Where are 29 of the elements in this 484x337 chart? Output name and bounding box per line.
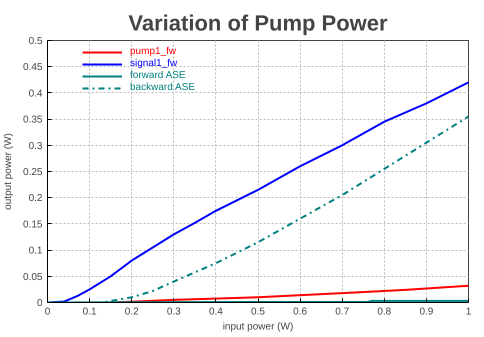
x-tick-label: 0.8 [377, 306, 392, 318]
y-tick-label: 0.1 [28, 246, 43, 257]
y-tick-label: 0.45 [23, 62, 43, 74]
x-tick-label: 0.4 [208, 306, 224, 318]
legend-label: backward ASE [130, 82, 196, 93]
y-tick-label: 0 [36, 298, 43, 309]
y-tick-label: 0.15 [23, 219, 43, 230]
x-tick-label: 0.3 [166, 306, 182, 318]
y-tick-label: 0.35 [23, 114, 43, 126]
y-tick-label: 0.2 [28, 193, 43, 204]
chart-title: Variation of Pump Power [128, 10, 388, 36]
x-axis-title: input power (W) [222, 322, 294, 332]
x-tick-label: 0 [44, 306, 51, 318]
y-tick-label: 0.4 [28, 88, 43, 100]
x-tick-label: 0.9 [419, 306, 434, 318]
x-tick-label: 0.1 [82, 306, 97, 318]
y-tick-label: 0.5 [28, 36, 43, 47]
legend-label: pump1_fw [130, 46, 176, 57]
x-tick-label: 0.2 [124, 306, 140, 318]
x-tick-label: 0.5 [251, 306, 266, 318]
y-tick-label: 0.25 [23, 167, 43, 178]
x-tick-label: 1 [466, 306, 472, 318]
y-tick-label: 0.05 [23, 272, 43, 283]
y-tick-label: 0.3 [28, 140, 43, 152]
legend-label: signal1_fw [130, 58, 178, 69]
x-tick-label: 0.6 [293, 306, 308, 318]
legend-label: forward ASE [130, 70, 186, 81]
y-axis-title: output power (W) [3, 133, 14, 210]
x-tick-label: 0.7 [335, 306, 350, 318]
